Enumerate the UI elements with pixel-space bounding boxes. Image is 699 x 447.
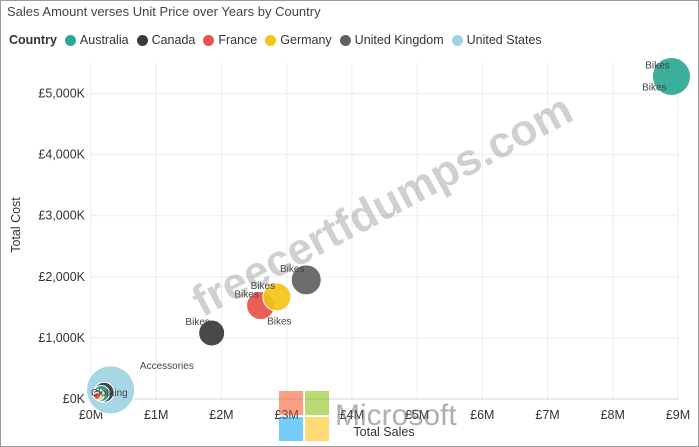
y-tick-label: £4,000K — [38, 148, 85, 162]
legend-item-label: Canada — [151, 33, 196, 47]
legend-item[interactable]: Germany — [265, 33, 332, 47]
legend-marker-icon — [203, 34, 215, 46]
x-tick-label: £7M — [535, 408, 559, 422]
y-tick-label: £3,000K — [38, 209, 85, 223]
legend-item-label: United States — [466, 33, 542, 47]
x-tick-label: £8M — [601, 408, 625, 422]
legend-item[interactable]: United Kingdom — [339, 33, 444, 47]
data-point — [262, 282, 292, 312]
data-label: Bikes — [185, 317, 209, 328]
legend: Country Australia Canada France Germany Unit… — [9, 33, 550, 47]
x-axis-label: Total Sales — [353, 425, 415, 439]
annotation-label: Bikes — [267, 316, 291, 327]
legend-marker-icon — [265, 34, 277, 46]
data-point — [651, 56, 691, 96]
data-label: Bikes — [280, 264, 304, 275]
legend-item-label: Germany — [280, 33, 332, 47]
annotation-label: Clothing — [91, 388, 128, 399]
legend-item[interactable]: France — [203, 33, 257, 47]
annotation-label: Accessories — [140, 361, 194, 372]
legend-items: Australia Canada France Germany United Kingd… — [64, 33, 550, 47]
x-tick-label: £6M — [470, 408, 494, 422]
data-point — [290, 264, 322, 296]
chart-title: Sales Amount verses Unit Price over Year… — [7, 4, 321, 19]
y-tick-label: £5,000K — [38, 87, 85, 101]
y-tick-label: £2,000K — [38, 270, 85, 284]
y-tick-label: £0K — [63, 392, 86, 406]
legend-item[interactable]: Australia — [64, 33, 129, 47]
x-tick-label: £9M — [666, 408, 690, 422]
x-tick-label: £4M — [340, 408, 364, 422]
legend-title: Country — [9, 33, 57, 47]
data-point — [198, 319, 226, 347]
data-label: Bikes — [251, 281, 275, 292]
legend-item-label: France — [218, 33, 258, 47]
x-tick-label: £3M — [275, 408, 299, 422]
data-point — [92, 391, 101, 400]
x-tick-label: £2M — [209, 408, 233, 422]
legend-marker-icon — [136, 34, 148, 46]
legend-marker-icon — [451, 34, 463, 46]
legend-item-label: United Kingdom — [354, 33, 444, 47]
legend-item[interactable]: United States — [451, 33, 542, 47]
x-tick-label: £0M — [79, 408, 103, 422]
data-label: Bikes — [645, 60, 669, 71]
annotation-label: Bikes — [642, 82, 666, 93]
legend-marker-icon — [64, 34, 76, 46]
data-label: Bikes — [234, 290, 258, 301]
x-tick-label: £1M — [144, 408, 168, 422]
y-tick-label: £1,000K — [38, 331, 85, 345]
legend-item[interactable]: Canada — [136, 33, 196, 47]
x-tick-label: £5M — [405, 408, 429, 422]
legend-marker-icon — [339, 34, 351, 46]
legend-item-label: Australia — [79, 33, 129, 47]
